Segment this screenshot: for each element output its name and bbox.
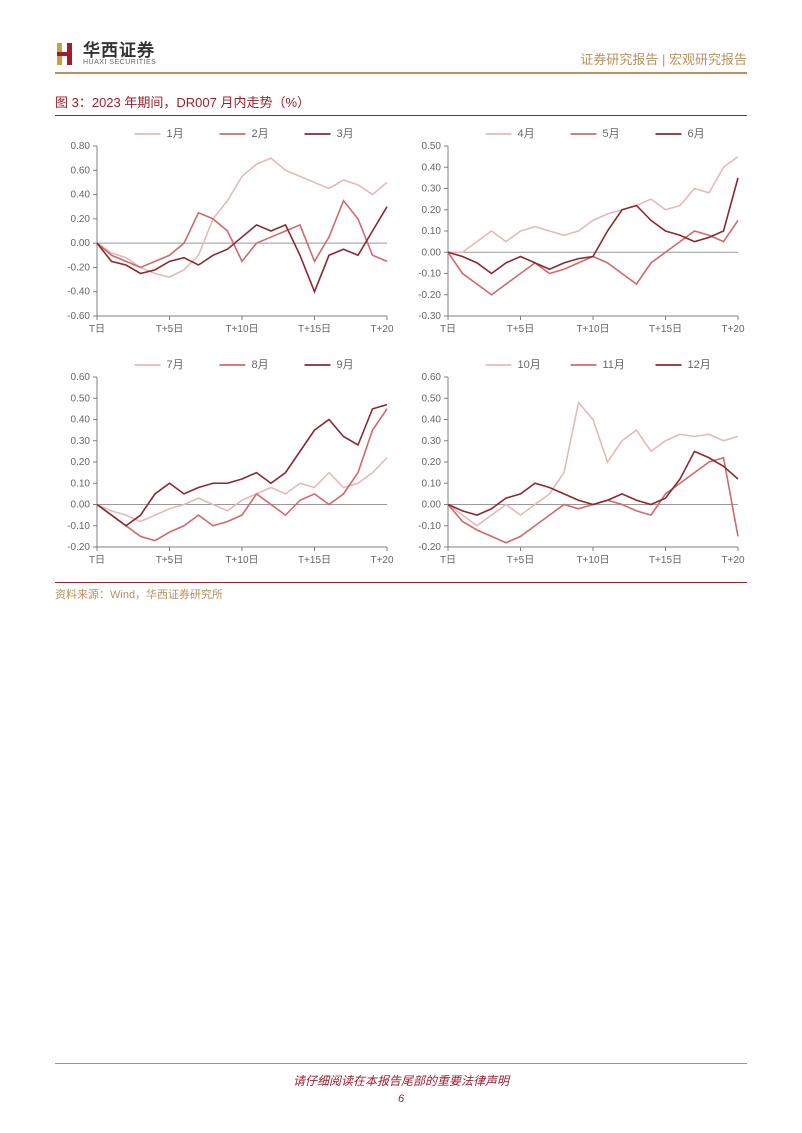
- logo: 华西证券 HUAXI SECURITIES: [55, 40, 156, 68]
- svg-text:T+20日: T+20日: [721, 324, 746, 335]
- svg-text:11月: 11月: [603, 359, 625, 371]
- svg-text:0.60: 0.60: [71, 372, 91, 383]
- svg-text:0.20: 0.20: [422, 457, 442, 468]
- svg-text:T+20日: T+20日: [370, 555, 395, 566]
- svg-text:0.30: 0.30: [422, 184, 442, 195]
- svg-text:0.40: 0.40: [71, 190, 91, 201]
- figure-rule: [55, 115, 747, 116]
- svg-text:3月: 3月: [337, 128, 354, 140]
- svg-text:0.30: 0.30: [71, 436, 91, 447]
- svg-text:-0.60: -0.60: [67, 311, 90, 322]
- svg-text:T日: T日: [89, 324, 105, 335]
- svg-text:T日: T日: [89, 555, 105, 566]
- logo-icon: [55, 40, 77, 68]
- charts-grid: -0.60 -0.40 -0.20 0.00 0.20 0.40 0.60 0.80 T日 T+5…: [55, 122, 747, 578]
- figure-title: 图 3：2023 年期间，DR007 月内走势（%）: [55, 92, 747, 111]
- svg-text:12月: 12月: [688, 359, 711, 371]
- svg-text:0.00: 0.00: [71, 238, 91, 249]
- svg-text:0.20: 0.20: [71, 457, 91, 468]
- source-rule: [55, 582, 747, 583]
- svg-text:5月: 5月: [603, 128, 620, 140]
- svg-text:0.40: 0.40: [71, 415, 91, 426]
- svg-text:-0.20: -0.20: [67, 262, 90, 273]
- svg-text:T+15日: T+15日: [298, 324, 331, 335]
- svg-text:0.20: 0.20: [422, 205, 442, 216]
- page-number: 6: [0, 1093, 802, 1105]
- svg-text:T+5日: T+5日: [156, 324, 184, 335]
- svg-text:0.20: 0.20: [71, 214, 91, 225]
- svg-text:T+10日: T+10日: [225, 555, 258, 566]
- svg-text:4月: 4月: [518, 128, 535, 140]
- logo-text-en: HUAXI SECURITIES: [83, 59, 156, 66]
- svg-text:-0.10: -0.10: [67, 521, 90, 532]
- svg-text:10月: 10月: [518, 359, 541, 371]
- svg-text:T+20日: T+20日: [370, 324, 395, 335]
- svg-text:6月: 6月: [688, 128, 705, 140]
- page-header: 华西证券 HUAXI SECURITIES 证券研究报告 | 宏观研究报告: [55, 30, 747, 68]
- header-category: 证券研究报告 | 宏观研究报告: [580, 49, 747, 68]
- svg-text:-0.20: -0.20: [418, 542, 441, 553]
- svg-text:T日: T日: [440, 555, 456, 566]
- svg-text:0.50: 0.50: [71, 393, 91, 404]
- svg-text:0.00: 0.00: [71, 500, 91, 511]
- svg-text:T+15日: T+15日: [298, 555, 331, 566]
- svg-text:0.50: 0.50: [422, 141, 442, 152]
- svg-text:T+15日: T+15日: [649, 555, 682, 566]
- chart-q4: -0.20 -0.10 0.00 0.10 0.20 0.30 0.40 0.50 0.60 T日…: [406, 353, 747, 578]
- chart-q2: -0.30 -0.20 -0.10 0.00 0.10 0.20 0.30 0.40 0.50 T…: [406, 122, 747, 347]
- svg-text:7月: 7月: [167, 359, 184, 371]
- svg-text:T+20日: T+20日: [721, 555, 746, 566]
- svg-text:0.10: 0.10: [422, 226, 442, 237]
- svg-text:T+15日: T+15日: [649, 324, 682, 335]
- svg-text:0.10: 0.10: [422, 478, 442, 489]
- svg-text:T+10日: T+10日: [225, 324, 258, 335]
- svg-text:0.60: 0.60: [71, 165, 91, 176]
- chart-q3: -0.20 -0.10 0.00 0.10 0.20 0.30 0.40 0.50 0.60 T日…: [55, 353, 396, 578]
- page-footer: 请仔细阅读在本报告尾部的重要法律声明 6: [0, 1063, 802, 1106]
- footer-disclaimer: 请仔细阅读在本报告尾部的重要法律声明: [0, 1072, 802, 1089]
- svg-text:-0.20: -0.20: [418, 290, 441, 301]
- svg-text:0.50: 0.50: [422, 393, 442, 404]
- svg-text:-0.10: -0.10: [418, 269, 441, 280]
- svg-text:9月: 9月: [337, 359, 354, 371]
- svg-text:T+5日: T+5日: [156, 555, 184, 566]
- chart-q1: -0.60 -0.40 -0.20 0.00 0.20 0.40 0.60 0.80 T日 T+5…: [55, 122, 396, 347]
- svg-text:0.00: 0.00: [422, 247, 442, 258]
- svg-text:T+10日: T+10日: [576, 555, 609, 566]
- svg-text:0.60: 0.60: [422, 372, 442, 383]
- source-text: 资料来源：Wind，华西证券研究所: [55, 586, 747, 602]
- svg-text:8月: 8月: [252, 359, 269, 371]
- svg-text:T+5日: T+5日: [507, 324, 535, 335]
- svg-text:T+10日: T+10日: [576, 324, 609, 335]
- svg-text:T+5日: T+5日: [507, 555, 535, 566]
- logo-text-cn: 华西证券: [83, 42, 156, 59]
- footer-rule: [55, 1063, 747, 1065]
- svg-text:0.10: 0.10: [71, 478, 91, 489]
- svg-text:-0.10: -0.10: [418, 521, 441, 532]
- svg-text:0.40: 0.40: [422, 162, 442, 173]
- svg-text:0.40: 0.40: [422, 415, 442, 426]
- svg-text:-0.30: -0.30: [418, 311, 441, 322]
- svg-text:1月: 1月: [167, 128, 184, 140]
- svg-text:0.00: 0.00: [422, 500, 442, 511]
- svg-text:2月: 2月: [252, 128, 269, 140]
- svg-text:0.30: 0.30: [422, 436, 442, 447]
- svg-text:-0.20: -0.20: [67, 542, 90, 553]
- svg-text:0.80: 0.80: [71, 141, 91, 152]
- header-rule: [55, 72, 747, 74]
- svg-text:T日: T日: [440, 324, 456, 335]
- svg-text:-0.40: -0.40: [67, 287, 90, 298]
